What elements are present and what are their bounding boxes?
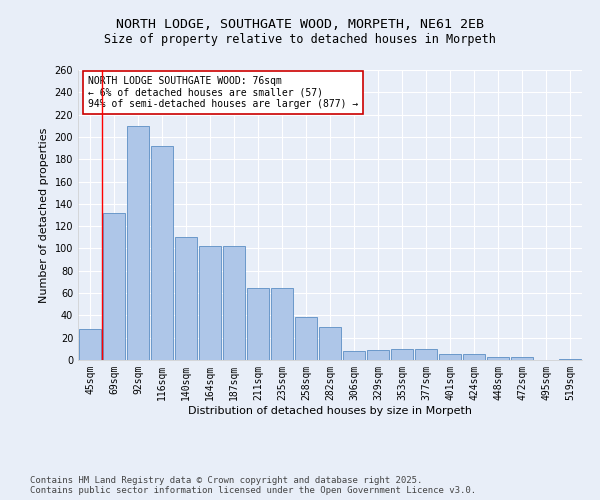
- Text: NORTH LODGE SOUTHGATE WOOD: 76sqm
← 6% of detached houses are smaller (57)
94% o: NORTH LODGE SOUTHGATE WOOD: 76sqm ← 6% o…: [88, 76, 358, 109]
- Bar: [463, 354, 485, 360]
- Bar: [79, 329, 101, 360]
- Bar: [343, 351, 365, 360]
- Bar: [511, 356, 533, 360]
- Bar: [439, 354, 461, 360]
- Bar: [127, 126, 149, 360]
- Bar: [103, 213, 125, 360]
- Y-axis label: Number of detached properties: Number of detached properties: [39, 128, 49, 302]
- X-axis label: Distribution of detached houses by size in Morpeth: Distribution of detached houses by size …: [188, 406, 472, 415]
- Bar: [199, 246, 221, 360]
- Bar: [319, 326, 341, 360]
- Bar: [367, 350, 389, 360]
- Bar: [151, 146, 173, 360]
- Bar: [559, 359, 581, 360]
- Text: Contains HM Land Registry data © Crown copyright and database right 2025.
Contai: Contains HM Land Registry data © Crown c…: [30, 476, 476, 495]
- Bar: [295, 316, 317, 360]
- Bar: [487, 356, 509, 360]
- Text: NORTH LODGE, SOUTHGATE WOOD, MORPETH, NE61 2EB: NORTH LODGE, SOUTHGATE WOOD, MORPETH, NE…: [116, 18, 484, 30]
- Bar: [247, 288, 269, 360]
- Bar: [175, 238, 197, 360]
- Bar: [271, 288, 293, 360]
- Bar: [391, 349, 413, 360]
- Bar: [415, 349, 437, 360]
- Bar: [223, 246, 245, 360]
- Text: Size of property relative to detached houses in Morpeth: Size of property relative to detached ho…: [104, 32, 496, 46]
